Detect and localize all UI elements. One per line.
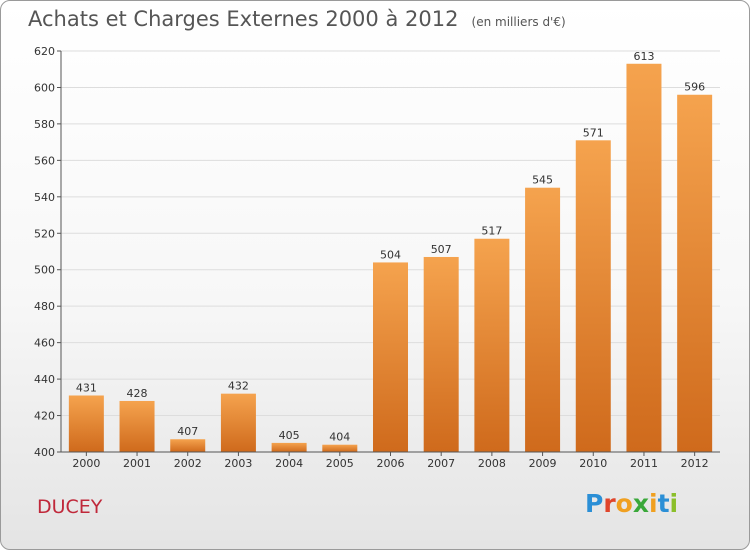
logo-letter: r bbox=[603, 489, 616, 518]
chart-title: Achats et Charges Externes 2000 à 2012 (… bbox=[28, 7, 566, 31]
x-tick-label: 2010 bbox=[579, 457, 607, 470]
bar-2010 bbox=[575, 140, 611, 452]
y-tick-label: 500 bbox=[34, 264, 55, 277]
y-tick-label: 580 bbox=[34, 118, 55, 131]
bar-2012 bbox=[677, 94, 713, 452]
value-label: 405 bbox=[279, 429, 300, 442]
x-tick-label: 2007 bbox=[427, 457, 455, 470]
logo-letter: i bbox=[649, 489, 658, 518]
y-tick-label: 440 bbox=[34, 373, 55, 386]
bars: 431 428 407 432 405 404 504 507 517 545 571 613 596 bbox=[68, 50, 713, 453]
bar-2007 bbox=[423, 256, 459, 452]
value-label: 432 bbox=[228, 380, 249, 393]
value-label: 596 bbox=[684, 81, 705, 94]
y-tick-label: 520 bbox=[34, 227, 55, 240]
logo-letter: P bbox=[585, 489, 604, 518]
y-tick-label: 460 bbox=[34, 337, 55, 350]
x-tick-label: 2009 bbox=[529, 457, 557, 470]
value-label: 507 bbox=[431, 243, 452, 256]
x-tick-label: 2008 bbox=[478, 457, 506, 470]
bar-2000 bbox=[68, 395, 104, 452]
bar-2003 bbox=[220, 393, 256, 452]
logo-letter: o bbox=[615, 489, 633, 518]
value-label: 431 bbox=[76, 381, 97, 394]
value-label: 545 bbox=[532, 174, 553, 187]
value-label: 517 bbox=[481, 225, 502, 238]
y-tick-label: 540 bbox=[34, 191, 55, 204]
bar-2001 bbox=[119, 400, 155, 452]
value-label: 571 bbox=[583, 126, 604, 139]
value-label: 613 bbox=[633, 50, 654, 63]
proxiti-logo[interactable]: Proxiti bbox=[585, 489, 678, 518]
bar-2004 bbox=[271, 442, 307, 452]
x-tick-label: 2000 bbox=[72, 457, 100, 470]
bar-2009 bbox=[525, 187, 561, 453]
x-tick-label: 2012 bbox=[681, 457, 709, 470]
value-label: 404 bbox=[329, 431, 350, 444]
value-label: 428 bbox=[127, 387, 148, 400]
x-tick-label: 2005 bbox=[326, 457, 354, 470]
bar-2002 bbox=[170, 439, 206, 452]
x-tick-label: 2001 bbox=[123, 457, 151, 470]
y-tick-label: 400 bbox=[34, 446, 55, 459]
bar-2011 bbox=[626, 63, 662, 452]
value-label: 407 bbox=[177, 425, 198, 438]
y-tick-label: 420 bbox=[34, 410, 55, 423]
y-tick-label: 600 bbox=[34, 81, 55, 94]
logo-letter: t bbox=[657, 489, 670, 518]
title-unit: (en milliers d'€) bbox=[471, 15, 566, 29]
title-text: Achats et Charges Externes 2000 à 2012 bbox=[28, 7, 459, 31]
x-tick-label: 2003 bbox=[224, 457, 252, 470]
bar-2005 bbox=[322, 444, 358, 452]
y-tick-label: 560 bbox=[34, 154, 55, 167]
logo-letter: i bbox=[669, 489, 679, 518]
y-tick-label: 480 bbox=[34, 300, 55, 313]
bar-2006 bbox=[373, 262, 408, 452]
commune-name: DUCEY bbox=[37, 496, 103, 518]
x-tick-label: 2006 bbox=[377, 457, 405, 470]
y-tick-label: 620 bbox=[34, 45, 55, 58]
x-tick-label: 2002 bbox=[174, 457, 202, 470]
x-tick-label: 2004 bbox=[275, 457, 303, 470]
logo-letter: x bbox=[632, 489, 649, 518]
value-label: 504 bbox=[380, 248, 401, 261]
x-tick-label: 2011 bbox=[630, 457, 658, 470]
bar-2008 bbox=[474, 238, 510, 452]
axes: 400 420 440 460 480 500 520 540 560 580 600 620 2000… bbox=[34, 45, 720, 470]
